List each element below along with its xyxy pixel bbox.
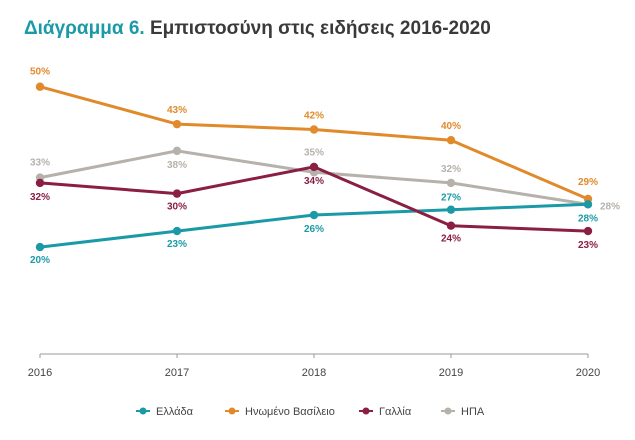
data-label: 35% (304, 147, 324, 158)
data-label: 24% (441, 234, 461, 245)
data-label: 40% (441, 121, 461, 132)
data-point (446, 178, 456, 188)
x-tick-label: 2017 (165, 367, 189, 379)
data-point (309, 125, 319, 134)
x-tick-label: 2019 (439, 367, 463, 379)
data-label: 42% (304, 110, 324, 121)
data-point (309, 162, 319, 172)
data-point (35, 178, 45, 188)
data-label: 26% (304, 224, 324, 235)
data-point (35, 82, 45, 91)
data-point (446, 205, 456, 214)
legend-label: ΗΠΑ (461, 406, 485, 418)
data-label: 28% (578, 213, 598, 224)
legend-swatch-marker (228, 407, 236, 415)
data-label: 28% (600, 201, 620, 212)
legend-label: Ελλάδα (156, 406, 194, 418)
data-label: 50% (30, 67, 50, 78)
chart-title-text: Εμπιστοσύνη στις ειδήσεις 2016-2020 (149, 18, 491, 39)
data-label: 30% (167, 202, 187, 213)
x-tick-label: 2018 (302, 367, 326, 379)
data-point (172, 119, 182, 129)
data-point (172, 146, 182, 156)
data-point (446, 135, 456, 145)
data-label: 32% (30, 192, 50, 203)
data-label: 34% (304, 176, 324, 187)
x-tick-label: 2016 (28, 367, 52, 379)
data-point (583, 200, 593, 209)
data-point (446, 221, 456, 230)
data-label: 20% (30, 255, 50, 266)
chart-title: Διάγραμμα 6. Εμπιστοσύνη στις ειδήσεις 2… (24, 18, 491, 40)
data-label: 38% (167, 160, 187, 171)
data-label: 27% (441, 193, 461, 204)
data-label: 23% (167, 239, 187, 250)
data-point (172, 226, 182, 236)
data-point (583, 226, 593, 236)
data-label: 23% (578, 240, 598, 251)
data-label: 32% (441, 164, 461, 175)
data-label: 33% (30, 158, 50, 169)
data-point (172, 189, 182, 198)
legend-swatch-marker (444, 407, 452, 415)
x-tick-label: 2020 (576, 367, 600, 379)
chart-title-number: Διάγραμμα 6. (24, 18, 145, 39)
legend-swatch-marker (362, 407, 370, 415)
legend-label: Γαλλία (379, 406, 412, 418)
legend-label: Ηνωμένο Βασίλειο (245, 406, 335, 418)
data-label: 43% (167, 105, 187, 116)
data-point (35, 242, 45, 252)
data-point (309, 210, 319, 220)
legend-swatch-marker (139, 407, 147, 415)
data-label: 29% (578, 177, 598, 188)
